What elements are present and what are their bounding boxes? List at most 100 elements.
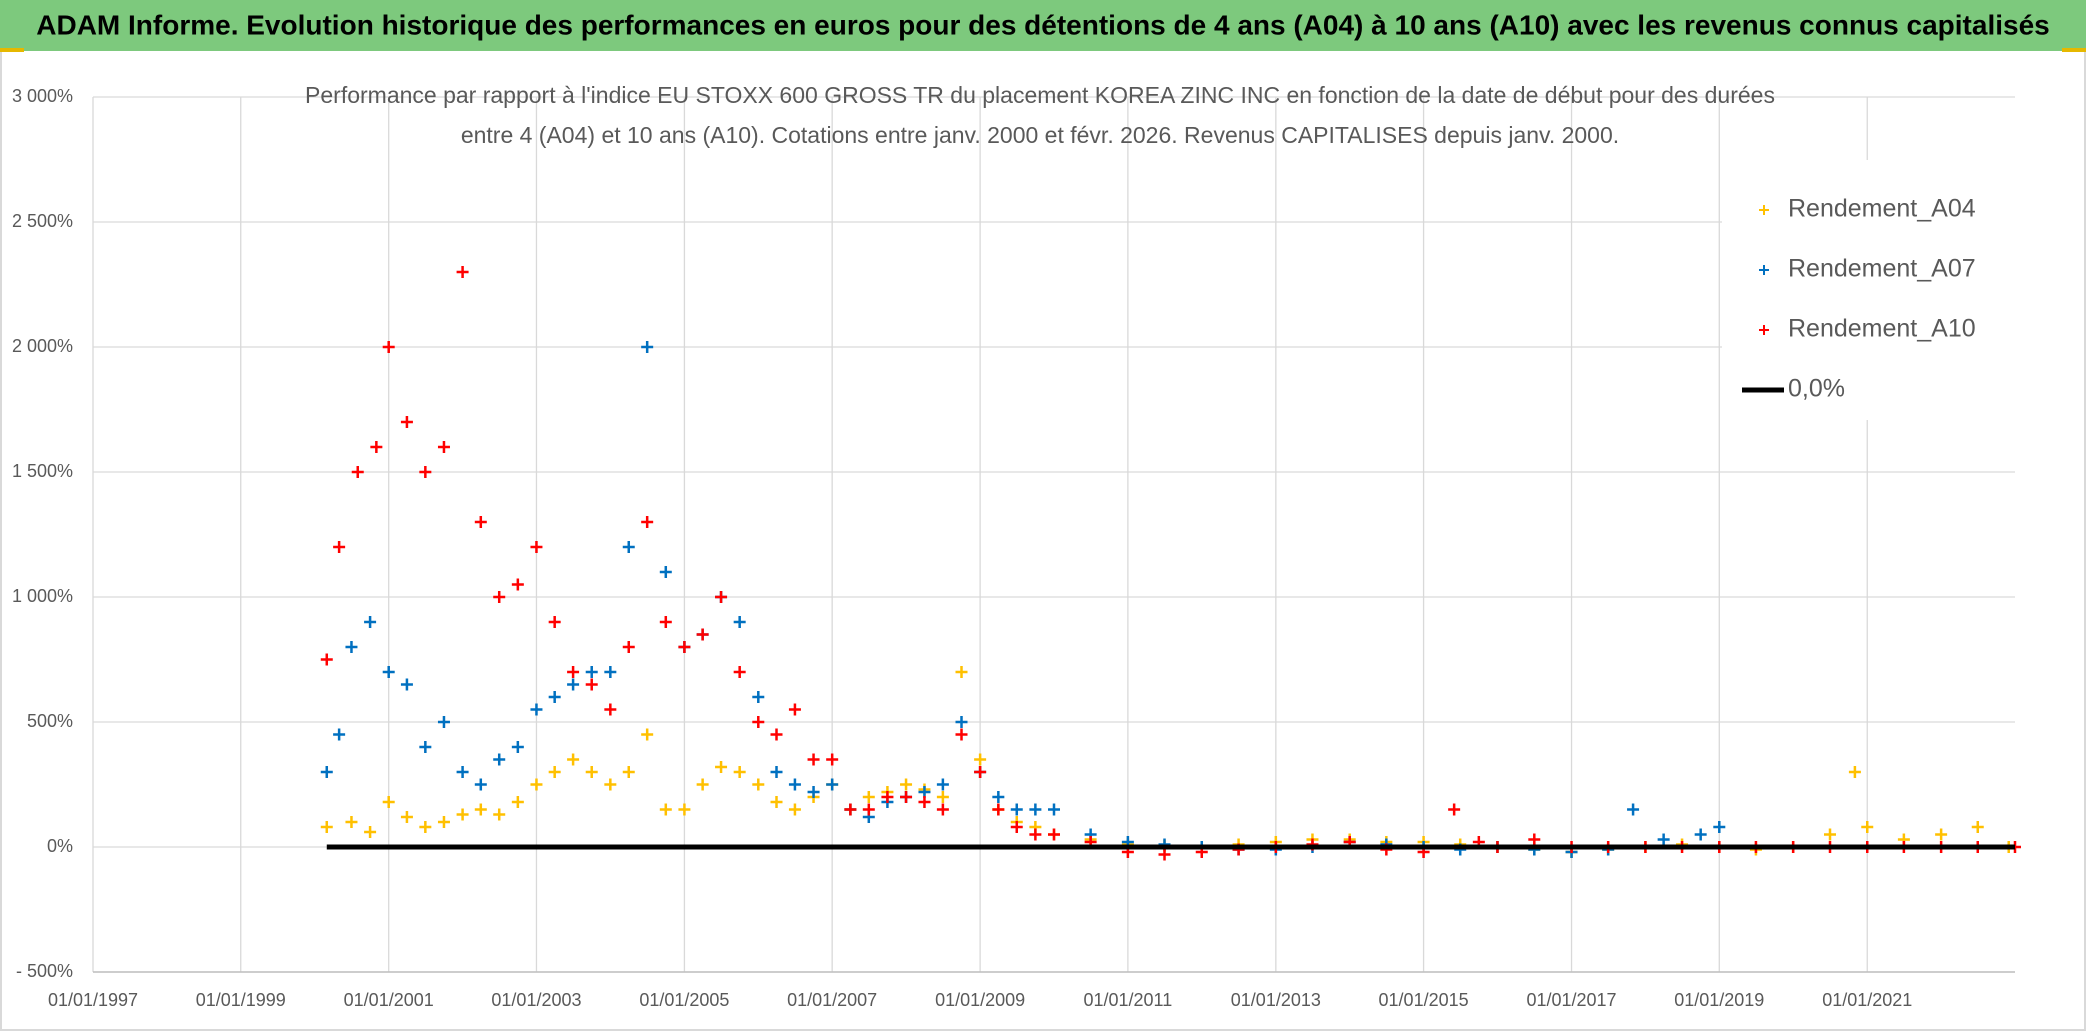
- data-point: [585, 678, 598, 691]
- data-point: [770, 796, 783, 808]
- legend: Rendement_A04 Rendement_A07 Rendement_A10 0…: [1722, 160, 2015, 420]
- data-point: [400, 678, 413, 691]
- data-point: [752, 778, 765, 791]
- data-point: [567, 753, 580, 766]
- data-point: [364, 826, 377, 838]
- data-point: [474, 516, 487, 528]
- legend-label: Rendement_A04: [1788, 195, 1976, 223]
- y-tick-label: 1 000%: [12, 586, 73, 606]
- data-point: [548, 616, 561, 628]
- data-point: [641, 728, 654, 741]
- data-point: [345, 641, 358, 653]
- data-point: [992, 791, 1005, 803]
- data-point: [862, 791, 875, 803]
- data-point: [659, 566, 672, 578]
- data-point: [752, 691, 765, 703]
- data-point: [974, 766, 987, 778]
- data-point: [826, 753, 839, 766]
- data-point: [320, 653, 333, 666]
- legend-swatch: [1759, 265, 1769, 275]
- data-point: [548, 691, 561, 703]
- data-point: [333, 728, 346, 741]
- data-point: [733, 616, 746, 628]
- data-point: [530, 778, 543, 791]
- data-point: [955, 716, 968, 728]
- data-point: [567, 666, 580, 678]
- data-point: [1971, 821, 1984, 833]
- data-point: [604, 703, 617, 716]
- data-point: [320, 821, 333, 833]
- data-point: [604, 666, 617, 678]
- data-point: [1010, 803, 1023, 816]
- x-tick-label: 01/01/2015: [1379, 990, 1469, 1010]
- data-point: [1713, 821, 1726, 833]
- data-point: [881, 791, 894, 803]
- x-tick-label: 01/01/2003: [491, 990, 581, 1010]
- data-point: [493, 753, 506, 766]
- data-point: [1848, 766, 1861, 778]
- legend-swatch: [1759, 325, 1769, 335]
- legend-label: 0,0%: [1788, 375, 1845, 403]
- data-point: [370, 441, 383, 453]
- x-tick-label: 01/01/2013: [1231, 990, 1321, 1010]
- data-point: [585, 766, 598, 778]
- x-tick-label: 01/01/2007: [787, 990, 877, 1010]
- data-point: [788, 778, 801, 791]
- data-point: [696, 778, 709, 791]
- data-point: [437, 816, 450, 828]
- data-point: [1010, 821, 1023, 833]
- data-point: [733, 666, 746, 678]
- data-point: [493, 591, 506, 603]
- data-point: [511, 578, 524, 591]
- data-point: [1029, 803, 1042, 816]
- data-point: [900, 778, 913, 791]
- data-point: [770, 728, 783, 741]
- data-point: [437, 716, 450, 728]
- y-tick-label: 1 500%: [12, 461, 73, 481]
- data-point: [715, 591, 728, 603]
- chart-title: ADAM Informe. Evolution historique des p…: [36, 9, 2049, 40]
- data-point: [1029, 828, 1042, 841]
- x-tick-label: 01/01/2011: [1083, 990, 1172, 1010]
- corner-accent: [0, 48, 24, 52]
- data-point: [678, 641, 691, 653]
- data-point: [826, 778, 839, 791]
- data-point: [320, 766, 333, 778]
- x-tick-label: 01/01/2005: [639, 990, 729, 1010]
- data-point: [622, 541, 635, 553]
- data-point: [382, 666, 395, 678]
- data-point: [419, 466, 432, 478]
- legend-label: Rendement_A07: [1788, 255, 1976, 283]
- data-point: [474, 803, 487, 816]
- data-point: [400, 416, 413, 428]
- data-point: [622, 641, 635, 653]
- legend-swatch: [1759, 205, 1769, 215]
- chart-subtitle: entre 4 (A04) et 10 ans (A10). Cotations…: [461, 122, 1619, 148]
- x-tick-label: 01/01/2021: [1822, 990, 1912, 1010]
- x-tick-label: 01/01/2001: [344, 990, 434, 1010]
- data-point: [1158, 848, 1171, 861]
- data-point: [456, 266, 469, 278]
- data-point: [992, 803, 1005, 816]
- data-point: [604, 778, 617, 791]
- x-tick-label: 01/01/2019: [1674, 990, 1764, 1010]
- y-tick-label: - 500%: [16, 961, 73, 981]
- data-point: [333, 541, 346, 553]
- corner-accent: [2062, 48, 2086, 52]
- data-point: [659, 616, 672, 628]
- data-point: [733, 766, 746, 778]
- data-point: [788, 803, 801, 816]
- x-tick-label: 01/01/1999: [196, 990, 286, 1010]
- data-point: [1528, 833, 1541, 846]
- legend-box: [1722, 160, 2015, 420]
- data-point: [511, 796, 524, 808]
- data-point: [530, 703, 543, 716]
- plot-area: - 500% 0% 500% 1 000% 1 500% 2 000% 2 500% 3 00…: [12, 86, 2021, 1010]
- data-point: [788, 703, 801, 716]
- data-point: [936, 791, 949, 803]
- data-point: [548, 766, 561, 778]
- data-point: [345, 816, 358, 828]
- data-point: [807, 786, 820, 798]
- data-point: [641, 516, 654, 528]
